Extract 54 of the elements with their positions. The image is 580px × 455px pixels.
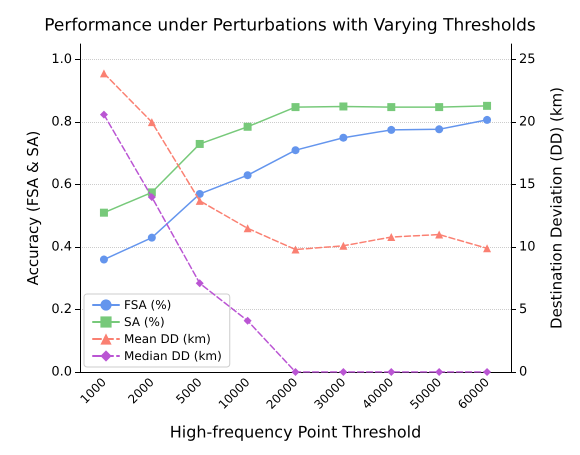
y-tick-label: 0.2 (51, 302, 72, 318)
point (387, 103, 396, 112)
point (292, 368, 300, 376)
y-tick-label: 0.0 (51, 364, 72, 380)
point (483, 244, 492, 252)
chart-title: Performance under Perturbations with Varying Thresholds (44, 16, 536, 36)
point (196, 196, 204, 205)
y2-tick-label: 15 (519, 177, 536, 192)
point (100, 110, 108, 119)
y2-tick-label: 20 (519, 114, 536, 130)
point (148, 193, 156, 202)
point (100, 69, 108, 78)
y2-tick-label: 10 (519, 240, 536, 255)
y-axis-title: Accuracy (FSA & SA) (24, 130, 42, 286)
point (483, 368, 492, 376)
y2-tick-label: 25 (519, 52, 536, 68)
y2-tick-label: 5 (519, 302, 528, 318)
y-tick-label: 0.6 (51, 177, 72, 192)
point (483, 116, 492, 124)
point (196, 279, 204, 288)
y2-axis-title: Destination Deviation (DD) (km) (548, 87, 566, 329)
point (435, 125, 444, 134)
point (244, 316, 252, 325)
point (148, 118, 156, 126)
point (435, 103, 444, 112)
point (339, 368, 348, 376)
point (292, 246, 300, 254)
point (292, 146, 300, 154)
legend-label: Mean DD (km) (124, 332, 211, 346)
legend-label: FSA (%) (124, 298, 172, 312)
point (339, 134, 348, 142)
point (100, 208, 108, 217)
point (435, 368, 444, 376)
point (483, 102, 492, 110)
legend-label: Median DD (km) (124, 349, 222, 363)
y-tick-label: 0.4 (51, 240, 72, 255)
y-tick-label: 0.8 (51, 114, 72, 130)
point (387, 233, 396, 242)
legend-label: SA (%) (124, 315, 165, 329)
point (387, 368, 396, 376)
point (196, 140, 204, 148)
x-axis-title: High-frequency Point Threshold (170, 422, 422, 442)
point (339, 102, 348, 110)
point (100, 256, 108, 264)
point (435, 230, 444, 239)
point (292, 103, 300, 112)
point (387, 126, 396, 134)
point (339, 242, 348, 250)
point (244, 122, 252, 131)
y2-tick-label: 0 (519, 364, 528, 380)
point (244, 171, 252, 180)
point (148, 234, 156, 242)
y-tick-label: 1.0 (51, 52, 72, 68)
point (244, 224, 252, 232)
